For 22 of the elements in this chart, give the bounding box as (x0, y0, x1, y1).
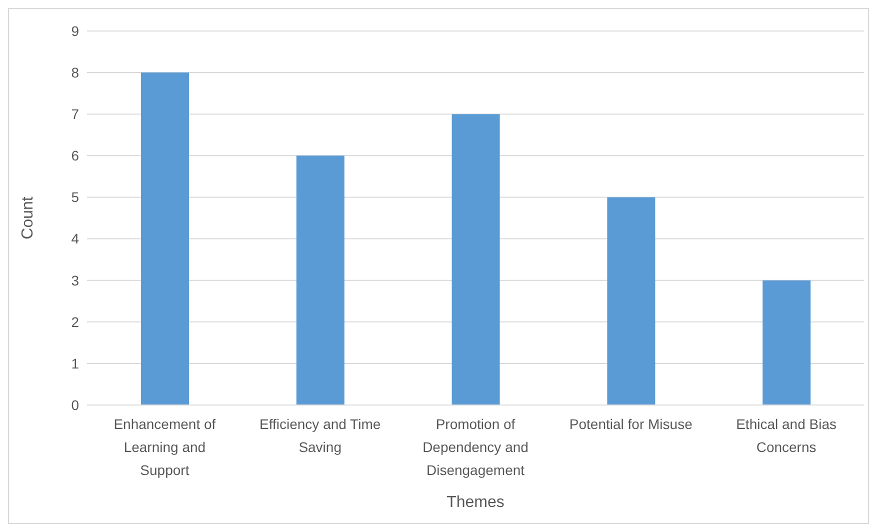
x-tick-label: Promotion of Dependency and Disengagement (422, 416, 528, 478)
y-tick-label: 6 (71, 148, 80, 164)
bar (296, 156, 344, 405)
y-tick-label: 5 (71, 189, 80, 206)
bar (762, 280, 811, 405)
bar (607, 197, 656, 405)
x-tick-label: Enhancement of Learning and Support (114, 416, 216, 478)
x-tick-label: Ethical and Bias Concerns (736, 416, 837, 455)
bar (141, 72, 189, 405)
y-tick-label: 7 (71, 106, 80, 122)
y-tick-label: 0 (71, 396, 80, 413)
y-axis-title: Count (20, 196, 37, 240)
x-tick-label: Efficiency and Time Saving (260, 416, 381, 455)
x-tick-label: Potential for Misuse (569, 416, 693, 432)
bar (452, 114, 500, 405)
y-tick-label: 8 (71, 64, 80, 81)
x-axis-title: Themes (446, 494, 504, 511)
y-tick-label: 3 (71, 272, 80, 288)
y-tick-label: 4 (71, 230, 80, 247)
y-tick-label: 2 (71, 314, 80, 330)
y-tick-label: 1 (71, 355, 80, 372)
y-tick-label: 9 (71, 22, 80, 39)
